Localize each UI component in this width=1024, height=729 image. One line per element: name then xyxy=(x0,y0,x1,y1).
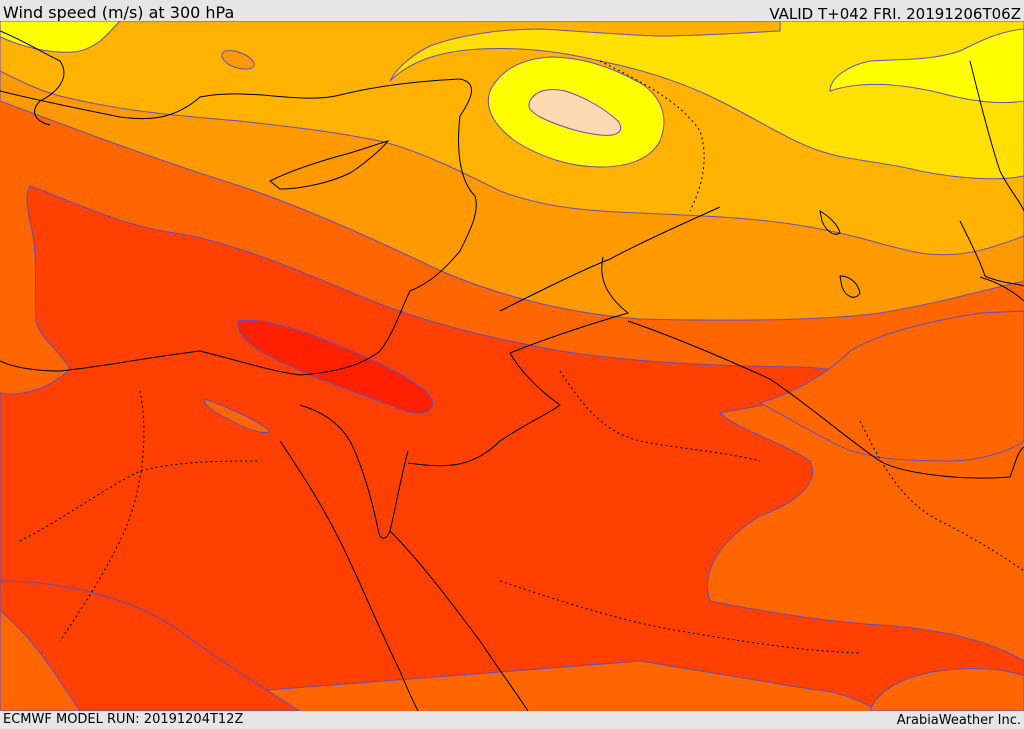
map-header: Wind speed (m/s) at 300 hPa VALID T+042 … xyxy=(0,0,1024,23)
wind-band-45-50 xyxy=(0,185,1024,711)
wind-band-40-45-east-lobe xyxy=(758,310,1024,462)
model-run: ECMWF MODEL RUN: 20191204T12Z xyxy=(3,712,244,727)
map-footer: ECMWF MODEL RUN: 20191204T12Z ArabiaWeat… xyxy=(0,711,1024,729)
wind-speed-chart xyxy=(0,21,1024,711)
wind-band-50-55 xyxy=(237,319,434,414)
wind-band-45-50-sliver xyxy=(204,398,271,434)
coastlines xyxy=(0,30,1024,711)
credit: ArabiaWeather Inc. xyxy=(896,713,1021,728)
valid-time: VALID T+042 FRI. 20191206T06Z xyxy=(769,5,1021,23)
wind-band-40-45-sw xyxy=(0,610,81,711)
wind-band-25-30 xyxy=(389,21,1024,180)
country-borders-dotted xyxy=(19,60,1024,654)
wind-band-45-50-south xyxy=(0,580,301,711)
wind-band-20-25-west xyxy=(0,21,121,53)
light-patch xyxy=(528,88,622,136)
wind-band-35-40-patch xyxy=(221,50,255,70)
country-borders xyxy=(407,206,1024,479)
wind-band-40-45-se xyxy=(869,668,1024,711)
weather-map xyxy=(0,21,1024,711)
map-title: Wind speed (m/s) at 300 hPa xyxy=(3,3,235,22)
